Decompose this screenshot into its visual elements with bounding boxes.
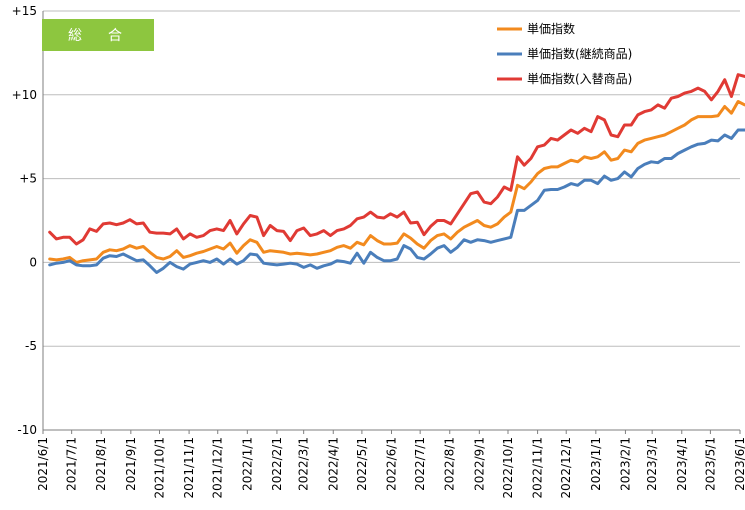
x-tick-label: 2021/8/1 [94, 437, 108, 491]
y-tick-labels: +15 +10 +5 0 -5 -10 [12, 4, 37, 437]
y-tick-label: +10 [12, 88, 37, 102]
legend-label-unit-price-index: 単価指数 [527, 21, 575, 36]
y-tick-label: 0 [29, 255, 37, 269]
x-tick-label: 2023/2/1 [618, 437, 632, 491]
series-line-continuing-products [48, 128, 745, 274]
grid-lines [43, 10, 740, 347]
x-tick-label: 2022/3/1 [297, 437, 311, 491]
summary-badge-label: 総 合 [68, 28, 128, 44]
x-tick-label: 2023/6/1 [733, 437, 745, 491]
x-tick-label: 2022/5/1 [355, 437, 369, 491]
series-line-replacement-products [48, 73, 745, 246]
x-tick-label: 2022/7/1 [413, 437, 427, 491]
x-tick-labels: 2021/6/1 2021/7/1 2021/8/1 2021/9/1 2021/10/… [36, 437, 745, 499]
y-tick-label: -5 [25, 339, 37, 353]
x-tick-label: 2022/9/1 [472, 437, 486, 491]
x-tick-label: 2021/12/1 [211, 437, 225, 499]
series-lines [48, 73, 745, 274]
x-tick-label: 2021/6/1 [36, 437, 50, 491]
x-tick-label: 2022/6/1 [385, 437, 399, 491]
summary-badge: 総 合 [42, 19, 154, 51]
legend-label-continuing-products: 単価指数(継続商品) [527, 46, 632, 61]
legend-label-replacement-products: 単価指数(入替商品) [527, 71, 632, 86]
y-tick-label: +15 [12, 4, 37, 18]
series-line-unit-price-index [48, 100, 745, 264]
x-tick-label: 2022/2/1 [270, 437, 284, 491]
summary-badge-background [42, 19, 154, 51]
x-tick-label: 2023/5/1 [703, 437, 717, 491]
x-tick-label: 2022/1/1 [240, 437, 254, 491]
x-tick-label: 2021/10/1 [152, 437, 166, 499]
x-tick-label: 2023/4/1 [675, 437, 689, 491]
axes [42, 11, 741, 434]
y-tick-label: -10 [17, 423, 37, 437]
x-tick-label: 2023/3/1 [645, 437, 659, 491]
x-tick-label: 2022/11/1 [531, 437, 545, 499]
x-tick-label: 2021/9/1 [124, 437, 138, 491]
x-tick-label: 2022/12/1 [559, 437, 573, 499]
x-tick-label: 2021/11/1 [182, 437, 196, 499]
legend: 単価指数 単価指数(継続商品) 単価指数(入替商品) [497, 21, 632, 86]
x-tick-label: 2022/8/1 [443, 437, 457, 491]
x-tick-label: 2022/10/1 [501, 437, 515, 499]
x-tick-label: 2021/7/1 [65, 437, 79, 491]
y-tick-label: +5 [19, 172, 37, 186]
x-tick-label: 2023/1/1 [589, 437, 603, 491]
x-tick-label: 2022/4/1 [326, 437, 340, 491]
